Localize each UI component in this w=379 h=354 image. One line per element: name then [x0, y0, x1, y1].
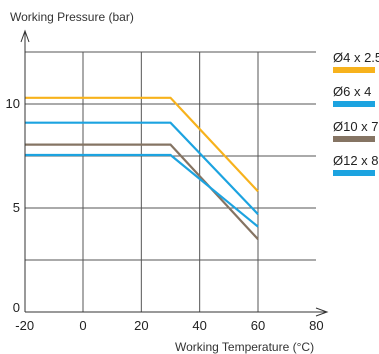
x-axis-arrow — [315, 307, 329, 317]
series-line-1 — [24, 96, 259, 193]
x-tick-label: 60 — [251, 318, 265, 333]
legend-label-2: Ø6 x 4 — [333, 84, 371, 99]
legend-swatch-1 — [333, 67, 375, 73]
legend-label-1: Ø4 x 2.5 — [333, 50, 379, 65]
x-axis-label: Working Temperature (°C) — [175, 340, 314, 354]
series-line-4 — [24, 153, 259, 228]
grid — [25, 51, 316, 312]
legend: Ø4 x 2.5 Ø6 x 4 Ø10 x 7 Ø12 x 8 — [333, 50, 379, 176]
legend-swatch-4 — [333, 170, 375, 176]
legend-label-3: Ø10 x 7 — [333, 119, 379, 134]
axes: -20 0 20 40 60 80 0 5 10 — [6, 29, 329, 333]
x-tick-label: -20 — [15, 318, 34, 333]
x-tick-label: 40 — [192, 318, 206, 333]
series-line-2 — [24, 121, 259, 215]
legend-swatch-3 — [333, 136, 375, 142]
x-tick-label: 80 — [309, 318, 323, 333]
legend-swatch-2 — [333, 101, 375, 107]
x-tick-label: 0 — [79, 318, 86, 333]
x-tick-label: 20 — [134, 318, 148, 333]
y-tick-label: 0 — [13, 300, 20, 315]
y-tick-label: 10 — [6, 96, 20, 111]
y-axis-arrow — [20, 29, 30, 43]
y-axis-label: Working Pressure (bar) — [10, 10, 134, 24]
series-lines — [24, 96, 259, 240]
series-line-3 — [24, 143, 259, 240]
legend-label-4: Ø12 x 8 — [333, 153, 379, 168]
y-tick-label: 5 — [13, 200, 20, 215]
